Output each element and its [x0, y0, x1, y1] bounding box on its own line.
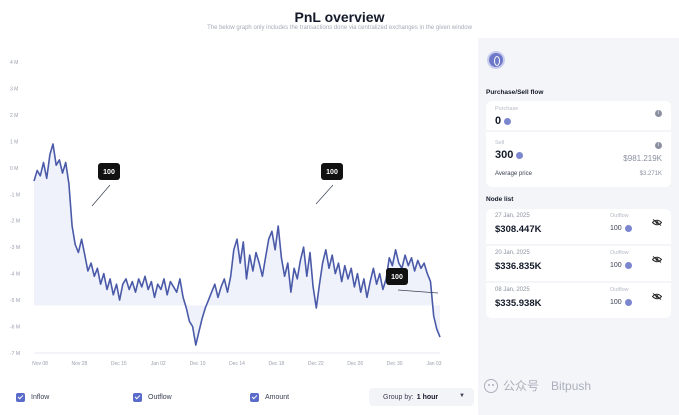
- node-date: 08 Jan, 2025: [495, 287, 530, 293]
- pnl-chart[interactable]: 4 M 3 M 2 M 1 M 0 M -1 M -2 M -3 M -4 M -5 M -6 M -…: [8, 46, 470, 376]
- coin-mini-icon: [504, 117, 512, 125]
- callout-leader: [315, 184, 334, 205]
- eye-off-icon[interactable]: [652, 256, 662, 263]
- callout-box: [98, 163, 120, 180]
- callout-leader: [91, 184, 111, 207]
- y-tick-label: 1 M: [10, 139, 18, 145]
- sell-value: 300: [495, 149, 524, 161]
- groupby-label: Group by:: [383, 393, 414, 401]
- node-outflow: 100: [610, 262, 632, 269]
- info-icon[interactable]: i: [655, 142, 662, 149]
- sell-card: Sell 300 i $981.219K Average price $3.27…: [486, 132, 671, 187]
- x-tick-label: Nov 28: [71, 361, 87, 367]
- watermark-channel: 公众号: [503, 379, 540, 393]
- purchase-label: Purchase: [495, 106, 519, 112]
- side-panel: Purchase/Sell flow Purchase 0 i Sell 300…: [478, 38, 679, 415]
- x-tick-label: Dec 18: [268, 361, 284, 367]
- x-tick-label: Dec 10: [190, 361, 206, 367]
- callout-label: 100: [391, 274, 403, 281]
- x-tick-label: Nov 08: [32, 361, 48, 367]
- x-tick-label: Dec 30: [387, 361, 403, 367]
- chevron-down-icon: ▼: [459, 393, 465, 399]
- callout-leader: [397, 289, 439, 294]
- average-price-label: Average price: [495, 171, 532, 177]
- average-price-value: $3.271K: [639, 171, 662, 177]
- purchase-value: 0: [495, 115, 512, 127]
- page-header: PnL overview The below graph only includ…: [0, 0, 679, 40]
- y-tick-label: -6 M: [10, 325, 20, 331]
- coin-icon: [487, 51, 505, 69]
- legend-item-outflow[interactable]: Outflow: [133, 388, 172, 406]
- coin-mini-icon: [624, 262, 632, 269]
- node-outflow-value: 100: [610, 225, 622, 232]
- y-tick-label: -4 M: [10, 272, 20, 278]
- callout-box: [386, 268, 408, 285]
- node-outflow-label: Outflow: [610, 250, 629, 256]
- series-line: [33, 143, 441, 346]
- watermark-brand: Bitpush: [551, 378, 592, 393]
- groupby-value: 1 hour: [416, 393, 439, 401]
- legend-item-inflow[interactable]: Inflow: [16, 388, 49, 406]
- sell-value-text: 300: [495, 149, 514, 161]
- coin-mini-icon: [624, 225, 632, 232]
- y-tick-label: -1 M: [10, 192, 20, 198]
- legend-label-outflow: Outflow: [148, 393, 172, 401]
- x-tick-label: Dec 22: [308, 361, 324, 367]
- y-tick-label: -5 M: [10, 298, 20, 304]
- sell-label: Sell: [495, 140, 505, 146]
- legend-label-inflow: Inflow: [31, 393, 50, 401]
- groupby-select[interactable]: Group by: 1 hour ▼: [369, 388, 474, 406]
- y-tick-label: 3 M: [10, 86, 18, 92]
- node-list-item[interactable]: 08 Jan, 2025 $335.938K Outflow 100: [486, 283, 671, 318]
- node-amount: $308.447K: [495, 224, 542, 235]
- y-tick-label: 0 M: [10, 166, 18, 172]
- page-title: PnL overview: [294, 9, 385, 25]
- eye-off-icon[interactable]: [652, 293, 662, 300]
- coin-mini-icon: [516, 151, 524, 159]
- eye-off-icon[interactable]: [652, 219, 662, 226]
- inflow-checkbox[interactable]: [16, 392, 25, 402]
- coin-mini-icon: [624, 299, 632, 306]
- flow-section-title: Purchase/Sell flow: [486, 89, 544, 96]
- y-tick-label: -7 M: [10, 351, 20, 357]
- callout-box: [321, 163, 343, 180]
- y-tick-label: -2 M: [10, 219, 20, 225]
- node-outflow-label: Outflow: [610, 287, 629, 293]
- node-outflow: 100: [610, 299, 632, 306]
- legend-label-amount: Amount: [265, 393, 290, 401]
- pnl-chart-svg: 4 M 3 M 2 M 1 M 0 M -1 M -2 M -3 M -4 M -5 M -6 M -…: [10, 60, 442, 367]
- purchase-value-text: 0: [495, 115, 502, 127]
- x-tick-label: Dec 26: [347, 361, 363, 367]
- node-date: 20 Jan, 2025: [495, 250, 530, 256]
- y-tick-label: -3 M: [10, 245, 20, 251]
- node-outflow-label: Outflow: [610, 213, 629, 219]
- page-subtitle: The below graph only includes the transa…: [207, 25, 472, 31]
- node-list-item[interactable]: 20 Jan, 2025 $336.835K Outflow 100: [486, 246, 671, 281]
- node-date: 27 Jan, 2025: [495, 213, 530, 219]
- node-list-item[interactable]: 27 Jan, 2025 $308.447K Outflow 100: [486, 209, 671, 244]
- callout-label: 100: [326, 169, 338, 176]
- outflow-checkbox[interactable]: [133, 392, 142, 402]
- node-amount: $336.835K: [495, 261, 542, 272]
- node-outflow-value: 100: [610, 262, 622, 269]
- x-tick-label: Dec 15: [111, 361, 127, 367]
- callout-label: 100: [103, 169, 115, 176]
- y-tick-label: 4 M: [10, 60, 18, 66]
- info-icon[interactable]: i: [655, 110, 662, 117]
- node-list-title: Node list: [486, 196, 514, 203]
- watermark: 公众号 Bitpush: [484, 377, 591, 394]
- amount-checkbox[interactable]: [250, 392, 259, 402]
- x-tick-label: Jan 02: [151, 361, 166, 367]
- purchase-card: Purchase 0 i: [486, 101, 671, 130]
- node-amount: $335.938K: [495, 298, 542, 309]
- x-tick-label: Dec 14: [229, 361, 245, 367]
- node-outflow: 100: [610, 225, 632, 232]
- y-tick-label: 2 M: [10, 113, 18, 119]
- x-tick-label: Jan 03: [426, 361, 441, 367]
- chart-legend: Inflow Outflow Amount Group by: 1 hour ▼: [16, 388, 474, 406]
- sell-usd-value: $981.219K: [623, 154, 662, 163]
- wechat-icon: [484, 378, 498, 393]
- node-outflow-value: 100: [610, 299, 622, 306]
- legend-item-amount[interactable]: Amount: [250, 388, 289, 406]
